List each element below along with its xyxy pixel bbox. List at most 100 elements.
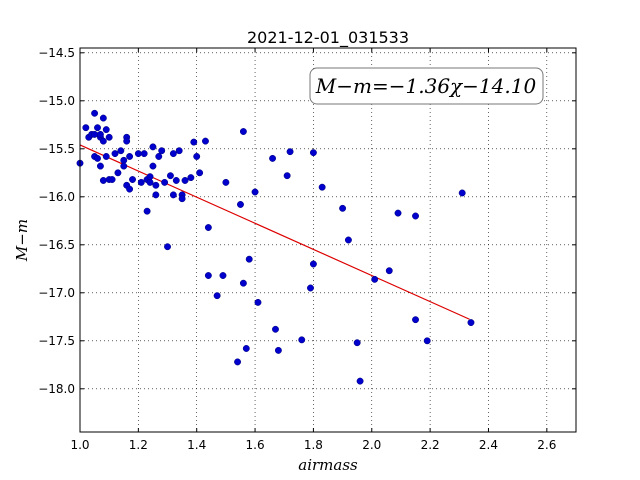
data-point	[155, 153, 163, 160]
data-point	[117, 147, 125, 155]
data-point	[190, 138, 198, 146]
data-point	[137, 178, 145, 186]
data-point	[385, 267, 393, 275]
data-point	[272, 325, 279, 333]
data-point	[178, 195, 186, 203]
data-point	[169, 191, 177, 199]
data-point	[94, 124, 101, 132]
y-tick-label: −16.0	[38, 190, 75, 204]
data-point	[172, 177, 180, 184]
y-tick-label: −16.5	[38, 238, 75, 252]
data-point	[99, 177, 107, 184]
data-point	[309, 149, 317, 157]
data-point	[269, 154, 277, 162]
data-point	[237, 201, 244, 208]
data-point	[181, 177, 189, 184]
data-point	[114, 169, 122, 177]
data-point	[129, 176, 136, 183]
data-point	[239, 279, 247, 287]
data-point	[307, 284, 314, 292]
data-point	[164, 243, 171, 251]
data-point	[274, 346, 282, 354]
data-point	[187, 174, 195, 182]
data-point	[202, 137, 209, 145]
x-tick-label: 2.4	[479, 438, 498, 452]
y-tick-label: −17.0	[38, 286, 75, 300]
y-tick-label: −17.5	[38, 334, 75, 348]
data-point	[412, 316, 419, 324]
data-point	[356, 377, 364, 385]
data-point	[108, 176, 116, 183]
data-point	[219, 272, 227, 279]
data-point	[234, 358, 242, 366]
data-point	[242, 345, 250, 352]
x-tick-label: 1.2	[129, 438, 148, 452]
x-tick-label: 2.0	[362, 438, 381, 452]
data-point	[99, 114, 107, 122]
y-axis-label: M−m	[13, 219, 31, 262]
data-point	[99, 137, 107, 145]
data-point	[286, 148, 294, 156]
data-point	[245, 255, 253, 263]
data-point	[467, 319, 475, 327]
data-point	[158, 147, 166, 155]
data-point	[123, 137, 131, 145]
data-point	[96, 130, 104, 138]
data-point	[298, 336, 306, 344]
data-point	[371, 275, 379, 283]
data-point	[146, 178, 154, 186]
data-point	[339, 204, 347, 212]
axis-ticks: 1.0 1.2 1.4 1.6 1.8 2.0 2.2 2.4 2.6 −14.5 −15.0 −15…	[38, 46, 576, 452]
x-tick-label: 2.2	[421, 438, 440, 452]
data-point	[105, 133, 113, 141]
data-point	[394, 209, 402, 217]
plot-frame	[79, 47, 577, 433]
data-point	[111, 150, 119, 158]
data-point	[196, 169, 204, 177]
data-points	[76, 109, 475, 385]
data-point	[120, 162, 128, 170]
x-axis-label: airmass	[298, 456, 358, 474]
data-point	[140, 150, 148, 158]
plot-area	[80, 48, 576, 432]
x-tick-label: 1.6	[246, 438, 265, 452]
data-point	[149, 162, 157, 170]
chart-title: 2021-12-01_031533	[247, 28, 409, 48]
fit-line-group	[79, 144, 470, 320]
y-tick-label: −15.0	[38, 94, 75, 108]
data-point	[193, 153, 201, 160]
x-tick-label: 1.0	[70, 438, 89, 452]
y-tick-label: −15.5	[38, 142, 75, 156]
data-point	[161, 178, 169, 186]
y-tick-label: −18.0	[38, 382, 75, 396]
data-point	[353, 339, 361, 347]
data-point	[166, 172, 174, 180]
data-point	[152, 181, 160, 189]
equation-box	[309, 67, 544, 105]
data-point	[204, 224, 212, 231]
data-point	[102, 153, 110, 160]
data-point	[283, 172, 291, 180]
data-point	[251, 188, 259, 196]
x-tick-label: 1.4	[187, 438, 206, 452]
x-tick-label: 2.6	[537, 438, 556, 452]
data-point	[126, 185, 134, 193]
fit-equation-annotation: M−m=−1.36χ−14.10	[315, 74, 537, 98]
data-point	[318, 183, 326, 191]
data-point	[102, 126, 110, 134]
data-point	[96, 162, 104, 170]
data-point	[412, 212, 419, 220]
data-point	[143, 207, 151, 215]
data-point	[204, 272, 212, 279]
data-point	[309, 260, 317, 268]
data-point	[134, 150, 142, 158]
data-point	[152, 191, 160, 199]
data-point	[254, 298, 262, 306]
data-point	[175, 147, 183, 155]
data-point	[146, 173, 154, 181]
data-point	[239, 128, 247, 135]
data-point	[423, 337, 431, 345]
data-point	[91, 109, 99, 117]
fit-line	[79, 144, 470, 320]
